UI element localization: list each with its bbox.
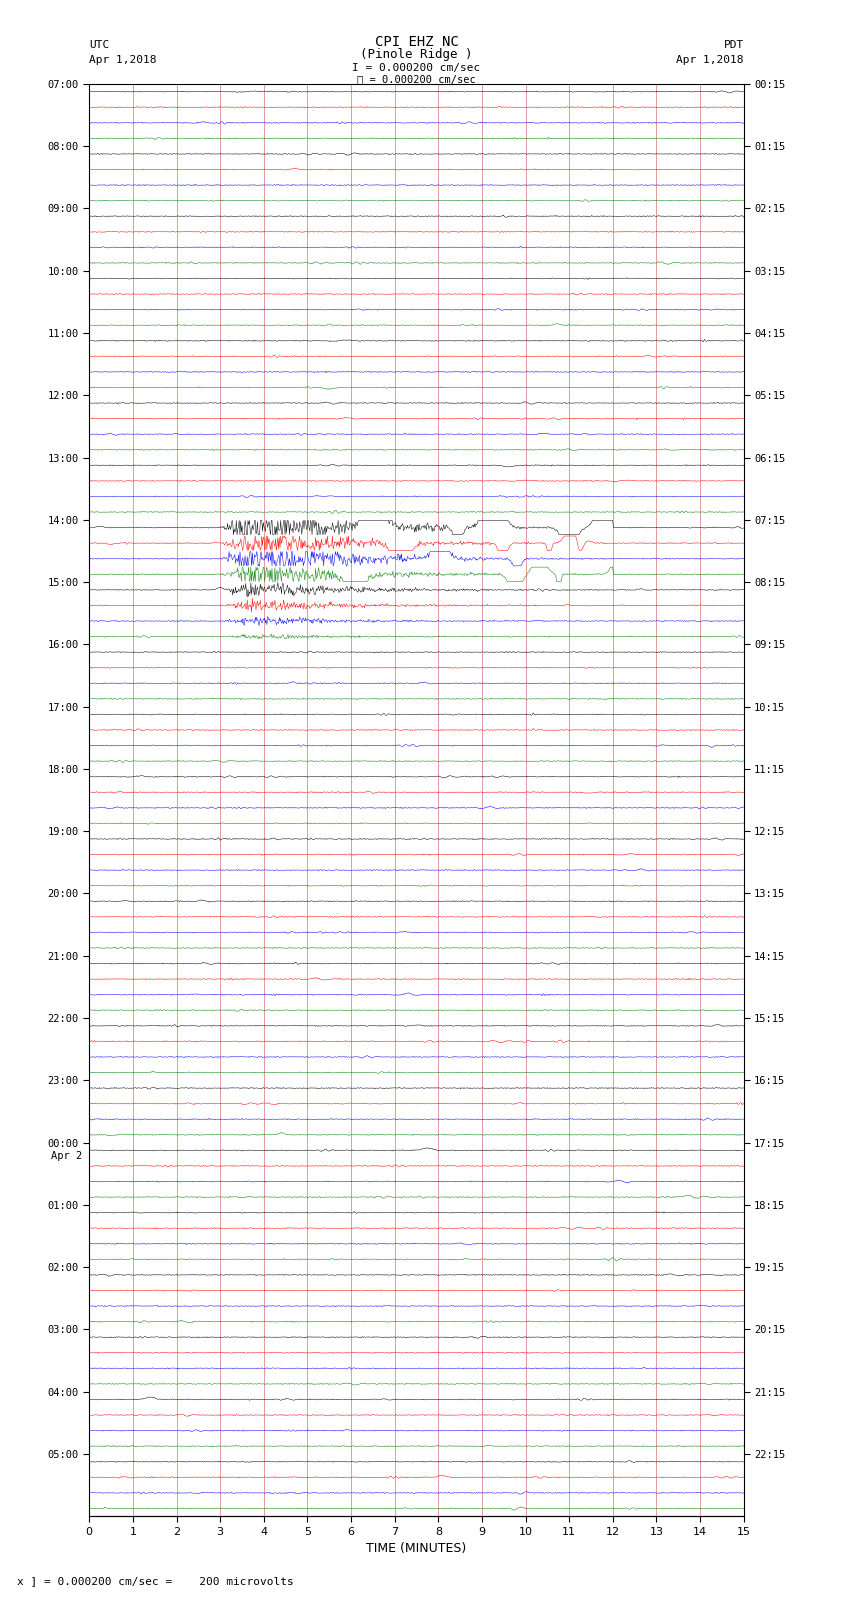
Text: CPI EHZ NC: CPI EHZ NC [375,35,458,48]
Text: I = 0.000200 cm/sec: I = 0.000200 cm/sec [353,63,480,73]
Text: x ] = 0.000200 cm/sec =    200 microvolts: x ] = 0.000200 cm/sec = 200 microvolts [17,1576,294,1586]
Text: PDT: PDT [723,40,744,50]
Text: UTC: UTC [89,40,110,50]
Text: (Pinole Ridge ): (Pinole Ridge ) [360,48,473,61]
X-axis label: TIME (MINUTES): TIME (MINUTES) [366,1542,467,1555]
Text: Apr 2: Apr 2 [51,1152,82,1161]
Text: ⎿ = 0.000200 cm/sec: ⎿ = 0.000200 cm/sec [357,74,476,84]
Text: Apr 1,2018: Apr 1,2018 [89,55,156,65]
Text: Apr 1,2018: Apr 1,2018 [677,55,744,65]
